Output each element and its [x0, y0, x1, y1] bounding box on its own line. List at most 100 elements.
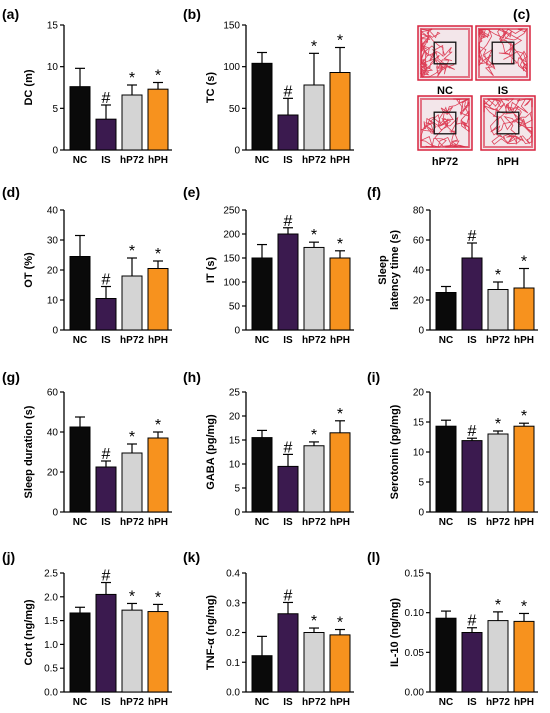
- x-tick-label-IS: IS: [467, 517, 477, 528]
- significance-mark-IS: #: [102, 272, 111, 289]
- bar-hPH: [329, 72, 351, 151]
- y-tick-label: 60: [413, 236, 425, 247]
- y-axis-label: OT (%): [23, 252, 35, 288]
- significance-mark-hPH: *: [337, 33, 343, 50]
- y-tick-label: 100: [223, 278, 240, 289]
- x-tick-label-IS: IS: [283, 155, 293, 166]
- x-tick-label-NC: NC: [73, 155, 87, 166]
- bar-NC: [251, 655, 273, 693]
- x-tick-label-hPH: hPH: [514, 517, 534, 528]
- y-axis-label: IL-10 (ng/mg): [389, 598, 401, 667]
- y-tick-label: 1.5: [44, 616, 58, 627]
- y-tick-label: 10: [413, 448, 425, 459]
- bar-NC: [69, 612, 91, 693]
- bar-hP72: [121, 452, 143, 513]
- x-tick-label-hPH: hPH: [330, 335, 350, 346]
- y-tick-label: 5: [52, 104, 58, 115]
- y-tick-label: 40: [47, 206, 59, 217]
- y-tick-label: 0.0: [226, 688, 240, 699]
- y-tick-label: 15: [229, 436, 241, 447]
- x-tick-label-NC: NC: [439, 335, 453, 346]
- panel-label-l: (l): [367, 549, 380, 565]
- y-tick-label: 30: [47, 236, 59, 247]
- trajectory-trace: [478, 28, 528, 77]
- chart-panel-j: (j) 0.0 0.5 1.0 1.5 2.0 2.5 Cort (ng/mg) NC # IS * h…: [2, 549, 172, 708]
- y-tick-label: 20: [47, 266, 59, 277]
- chart-panel-d: (d) 0 10 20 30 40 OT (%) NC # IS * hP72 * hPH: [2, 184, 172, 346]
- y-tick-label: 0.05: [405, 648, 425, 659]
- significance-mark-IS: #: [284, 587, 293, 604]
- bar-NC: [69, 426, 91, 513]
- x-tick-label-NC: NC: [73, 697, 87, 708]
- y-tick-label: 0.10: [405, 608, 425, 619]
- perimeter-trace: [420, 28, 470, 78]
- y-tick-label: 10: [229, 460, 241, 471]
- bar-hP72: [487, 620, 509, 693]
- chart-panel-b: (b) 0 50 100 150 TC (s) NC # IS * hP72 * hPH: [183, 6, 354, 166]
- significance-mark-IS: #: [468, 423, 477, 440]
- panel-label-a: (a): [2, 6, 19, 22]
- x-tick-label-IS: IS: [101, 517, 111, 528]
- chart-panel-h: (h) 0 5 10 15 20 25 GABA (pg/mg) NC # IS * hP72 * hPH: [183, 369, 354, 528]
- bar-NC: [69, 86, 91, 151]
- trajectory-trace: [419, 28, 455, 78]
- bar-hP72: [487, 289, 509, 331]
- y-tick-label: 10: [47, 62, 59, 73]
- x-tick-label-NC: NC: [439, 517, 453, 528]
- perimeter-trace: [478, 28, 528, 78]
- center-zone: [433, 111, 457, 135]
- bar-hP72: [121, 609, 143, 693]
- x-tick-label-hP72: hP72: [486, 335, 510, 346]
- y-tick-label: 0.2: [226, 628, 240, 639]
- bar-IS: [95, 298, 117, 331]
- bar-IS: [461, 440, 483, 513]
- x-tick-label-IS: IS: [283, 335, 293, 346]
- bar-hPH: [147, 88, 169, 151]
- bar-hP72: [121, 275, 143, 331]
- significance-mark-hPH: *: [155, 246, 161, 263]
- bar-IS: [95, 593, 117, 693]
- y-axis-label: Sleep duration (s): [23, 405, 35, 498]
- y-tick-label: 0: [234, 146, 240, 157]
- bar-hPH: [329, 634, 351, 693]
- y-axis-label: DC (m): [23, 69, 35, 105]
- y-tick-label: 0: [234, 508, 240, 519]
- chart-panel-e: (e) 0 50 100 150 200 250 IT (s) NC # IS * hP72 * hPH: [183, 184, 354, 346]
- bar-hPH: [329, 432, 351, 513]
- bar-hPH: [147, 268, 169, 331]
- bar-hP72: [303, 246, 325, 331]
- y-tick-label: 20: [413, 296, 425, 307]
- bar-NC: [69, 256, 91, 331]
- chart-panel-g: (g) 0 20 40 60 Sleep duration (s) NC # IS * hP72 * h…: [2, 369, 172, 528]
- significance-mark-IS: #: [468, 613, 477, 630]
- center-zone: [433, 41, 457, 65]
- significance-mark-IS: #: [102, 568, 111, 585]
- significance-mark-hPH: *: [521, 598, 527, 615]
- bar-NC: [435, 292, 457, 331]
- y-tick-label: 0.4: [226, 569, 240, 580]
- x-tick-label-NC: NC: [255, 155, 269, 166]
- significance-mark-IS: #: [284, 439, 293, 456]
- y-tick-label: 80: [413, 206, 425, 217]
- y-axis-label: GABA (pg/mg): [205, 414, 217, 490]
- bar-IS: [277, 114, 299, 151]
- x-tick-label-hP72: hP72: [302, 155, 326, 166]
- bar-hP72: [303, 445, 325, 513]
- x-tick-label-hP72: hP72: [486, 697, 510, 708]
- bar-NC: [435, 425, 457, 513]
- tracking-label-IS: IS: [498, 85, 508, 97]
- bar-IS: [277, 233, 299, 331]
- panel-label-i: (i): [367, 369, 380, 385]
- bar-hPH: [329, 257, 351, 331]
- significance-mark-hP72: *: [311, 427, 317, 444]
- tracking-tile-hPH: hPH: [480, 95, 536, 168]
- x-tick-label-hPH: hPH: [148, 697, 168, 708]
- x-tick-label-hP72: hP72: [302, 697, 326, 708]
- x-tick-label-hPH: hPH: [330, 155, 350, 166]
- panel-label-k: (k): [183, 549, 200, 565]
- panel-label-f: (f): [367, 184, 381, 200]
- y-tick-label: 0: [418, 508, 424, 519]
- bar-hPH: [513, 287, 535, 331]
